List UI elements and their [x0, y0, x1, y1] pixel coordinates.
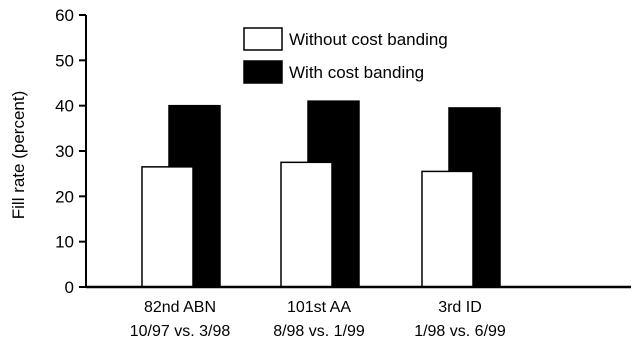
y-tick-label: 50: [55, 51, 74, 70]
legend-swatch-without-cost-banding: [243, 27, 283, 51]
y-tick-label: 40: [55, 97, 74, 116]
y-tick-label: 10: [55, 233, 74, 252]
legend-label-with-cost-banding: With cost banding: [289, 63, 424, 82]
legend-swatch-with-cost-banding: [243, 60, 283, 84]
x-category-label: 3rd ID: [438, 299, 482, 316]
x-category-period: 1/98 vs. 6/99: [414, 323, 506, 340]
x-category-period: 8/98 vs. 1/99: [273, 323, 365, 340]
x-category-label: 101st AA: [287, 299, 351, 316]
legend: Without cost banding With cost banding: [243, 27, 448, 84]
x-category-period: 10/97 vs. 3/98: [130, 323, 231, 340]
axes: [79, 14, 631, 289]
legend-label-without-cost-banding: Without cost banding: [289, 30, 448, 49]
y-axis-title: Fill rate (percent): [9, 91, 28, 219]
bar-without-cost-banding: [421, 170, 474, 288]
y-tick-label: 0: [65, 278, 74, 297]
y-tick-label: 30: [55, 142, 74, 161]
labels: 0 10 20 30 40 50 60 82nd ABN 10/97 vs. 3/98 101st…: [55, 6, 506, 340]
y-tick-label: 20: [55, 187, 74, 206]
x-category-label: 82nd ABN: [144, 299, 216, 316]
bar-without-cost-banding: [280, 161, 333, 288]
bars: [141, 100, 501, 288]
bar-without-cost-banding: [141, 166, 194, 288]
y-tick-label: 60: [55, 6, 74, 25]
